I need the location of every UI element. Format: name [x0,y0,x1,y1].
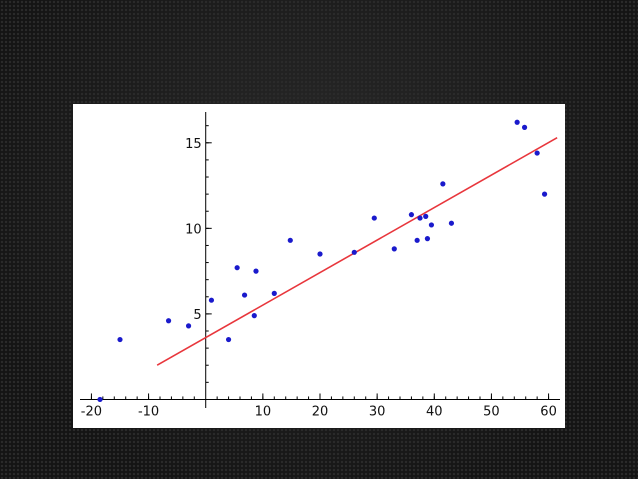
data-point [440,181,446,187]
scatter-chart: -20 -10 10 20 30 40 50 60 5 10 15 [80,112,560,420]
data-point [541,191,548,197]
fit-line-group [156,136,558,366]
x-tick-label: 10 [255,404,272,419]
data-point [234,265,240,271]
data-point [371,215,377,221]
data-point [417,215,423,221]
data-point [351,249,357,255]
data-point [208,297,215,303]
data-points [97,119,548,403]
data-point [414,237,420,243]
x-tick-label: -10 [138,404,159,419]
data-point [251,313,257,319]
data-point [423,213,429,219]
data-point [185,323,192,329]
data-point [271,290,277,296]
data-point [424,236,431,242]
data-point [391,246,397,252]
tick-labels: -20 -10 10 20 30 40 50 60 5 10 15 [81,137,557,420]
axes [80,112,560,408]
data-point [408,212,415,218]
data-point [317,251,323,257]
x-tick-label: 40 [426,404,443,419]
data-point [241,292,248,298]
data-point [117,336,123,343]
data-point [287,237,293,243]
data-point [448,220,455,226]
chart-panel: -20 -10 10 20 30 40 50 60 5 10 15 [73,104,565,428]
x-tick-label: 30 [369,404,386,419]
data-point [428,222,435,228]
x-tick-label: 50 [483,404,500,419]
data-point [534,150,540,156]
data-point [165,318,172,324]
fit-line [156,136,558,366]
data-point [97,396,103,403]
y-tick-label: 10 [185,222,202,237]
x-tick-label: 60 [540,404,557,419]
y-tick-label: 5 [193,308,201,323]
x-tick-label: -20 [81,404,102,419]
y-tick-label: 15 [185,137,202,152]
x-tick-label: 20 [312,404,329,419]
data-point [225,336,232,343]
data-point [521,124,528,130]
data-point [514,119,520,125]
data-point [253,268,259,274]
